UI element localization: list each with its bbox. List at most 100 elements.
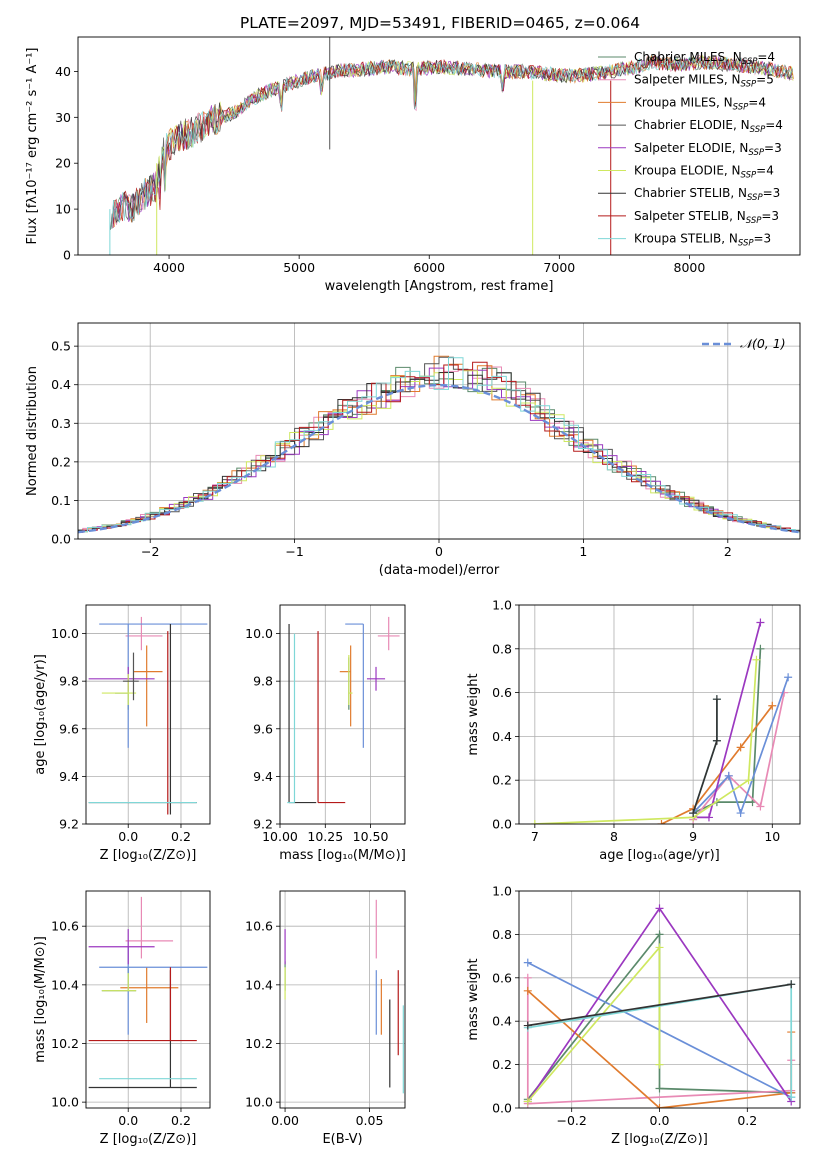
y-tick-label: 0.0 (51, 532, 71, 547)
weight-marker (704, 813, 713, 822)
x-axis-label: mass [log₁₀(M/M⊙)] (279, 848, 406, 863)
errorbars (284, 899, 404, 1094)
y-tick-label: 0.0 (492, 1101, 512, 1116)
y-tick-label: 9.8 (253, 674, 273, 689)
x-axis-label: age [log₁₀(age/yr)] (599, 848, 720, 863)
x-axis-label: (data-model)/error (379, 563, 500, 578)
legend-entry: Salpeter STELIB, NSSP=3 (634, 209, 779, 226)
x-tick-label: 7 (531, 829, 539, 844)
weight-marker (752, 655, 761, 664)
x-axis-label: Z [log₁₀(Z/Z⊙)] (100, 1132, 197, 1147)
weight-marker (523, 1097, 532, 1106)
weight-marker (736, 809, 745, 818)
x-tick-label: −0.2 (557, 1113, 587, 1128)
errorbar-point (345, 623, 364, 748)
y-tick-label: 0.5 (51, 339, 71, 354)
legend-entry: Chabrier ELODIE, NSSP=4 (634, 118, 783, 135)
residual-histograms (78, 355, 800, 534)
x-tick-label: 0.2 (171, 829, 191, 844)
errorbar-point (133, 645, 163, 727)
y-axis-label: mass [log₁₀(M/M⊙)] (33, 936, 48, 1063)
weight-marker (523, 1021, 532, 1030)
weight-line (692, 677, 789, 816)
weight-marker (523, 973, 532, 982)
weight-marker (787, 980, 796, 989)
weight-line (527, 983, 792, 1027)
y-axis-label: Normed distribution (25, 366, 40, 496)
weight-marker (756, 644, 765, 653)
weight-line (693, 622, 762, 819)
weight-marker (523, 958, 532, 967)
y-tick-label: 0.6 (492, 685, 512, 700)
age-vs-mass-panel: 10.00 10.25 10.50 9.2 9.4 9.6 9.8 10.0 mass [log… (245, 604, 406, 863)
errorbar-point (88, 967, 197, 1042)
x-tick-label: −1 (285, 544, 303, 559)
x-tick-label: 0.0 (118, 1113, 138, 1128)
axes-frame (85, 604, 211, 825)
weight-marker (530, 820, 539, 824)
errorbar-point (377, 616, 400, 651)
y-tick-label: 10.2 (245, 1036, 273, 1051)
massweight-vs-age-panel: 7 8 9 10 0.0 0.2 0.4 0.6 0.8 1.0 age [log₁₀(age/yr… (466, 598, 801, 863)
errorbar-point (101, 674, 137, 705)
weight-marker (756, 802, 765, 811)
y-tick-label: 0.3 (51, 416, 71, 431)
mass-vs-Z-panel: 0.0 0.2 10.0 10.2 10.4 10.6 Z [log₁₀(Z/Z⊙)] mas… (33, 890, 211, 1147)
legend-entry: Salpeter MILES, NSSP=5 (634, 73, 774, 90)
errorbar-point (366, 666, 386, 691)
weight-marker (756, 618, 765, 627)
y-axis-label: mass weight (466, 673, 481, 755)
spectrum-line (111, 56, 793, 229)
panels: 4000 5000 6000 7000 8000010203040wavelength … (25, 36, 801, 1147)
errorbar-point (125, 616, 163, 651)
y-tick-label: 20 (55, 156, 71, 171)
weight-marker (724, 771, 733, 780)
x-tick-label: 8000 (674, 260, 706, 275)
errorbars (88, 616, 208, 815)
y-tick-label: 0 (63, 248, 71, 263)
legend-entry: Chabrier MILES, NSSP=4 (634, 50, 775, 67)
y-tick-label: 1.0 (492, 598, 512, 613)
axes-frame (279, 604, 406, 825)
x-axis-label: Z [log₁₀(Z/Z⊙)] (100, 848, 197, 863)
weight-marker (655, 943, 664, 952)
y-tick-label: 9.8 (59, 674, 79, 689)
y-tick-label: 9.4 (253, 769, 273, 784)
x-tick-label: 4000 (153, 260, 185, 275)
legend-entry: Kroupa MILES, NSSP=4 (634, 95, 766, 112)
y-tick-label: 0.2 (492, 773, 512, 788)
y-tick-label: 0.8 (492, 641, 512, 656)
y-tick-label: 1.0 (492, 884, 512, 899)
residuals-panel: −2 −1 0 1 2 0.0 0.1 0.2 0.3 0.4 0.5 (data-model)/er… (25, 322, 801, 578)
weight-marker (787, 1093, 796, 1102)
spectrum-lines (109, 37, 794, 255)
axes-frame (77, 322, 801, 540)
y-tick-label: 10.2 (51, 1036, 79, 1051)
x-tick-label: 0 (435, 544, 443, 559)
spectrum-legend: Chabrier MILES, NSSP=4 Salpeter MILES, NS… (598, 50, 783, 249)
weight-marker (689, 809, 698, 818)
y-tick-label: 9.2 (253, 817, 273, 832)
weight-marker (784, 673, 793, 682)
legend-entry: Chabrier STELIB, NSSP=3 (634, 186, 780, 203)
legend-entry: Kroupa ELODIE, NSSP=4 (634, 164, 774, 181)
y-tick-label: 9.6 (59, 721, 79, 736)
errorbar-point (317, 631, 346, 804)
legend-entry: Salpeter ELODIE, NSSP=3 (634, 141, 782, 158)
errorbar-point (125, 896, 174, 959)
weight-line (534, 659, 758, 824)
errorbar-point (122, 652, 139, 701)
x-tick-label: 8 (610, 829, 618, 844)
y-tick-label: 10.4 (51, 977, 79, 992)
weight-marker (768, 701, 777, 710)
spectrum-panel: 4000 5000 6000 7000 8000 0 10 20 30 40 wavelength … (25, 36, 801, 294)
errorbars (88, 896, 208, 1089)
y-tick-label: 30 (55, 110, 71, 125)
weight-line (661, 705, 773, 824)
age-vs-Z-panel: 0.0 0.2 9.2 9.4 9.6 9.8 10.0 Z [log₁₀(Z/Z⊙)] age… (33, 604, 211, 863)
y-tick-label: 0.0 (492, 817, 512, 832)
x-axis-label: wavelength [Angstrom, rest frame] (325, 279, 554, 294)
y-axis-label: age [log₁₀(age/yr)] (33, 654, 48, 775)
errorbar-point (288, 624, 317, 804)
x-tick-label: 0.2 (737, 1113, 757, 1128)
